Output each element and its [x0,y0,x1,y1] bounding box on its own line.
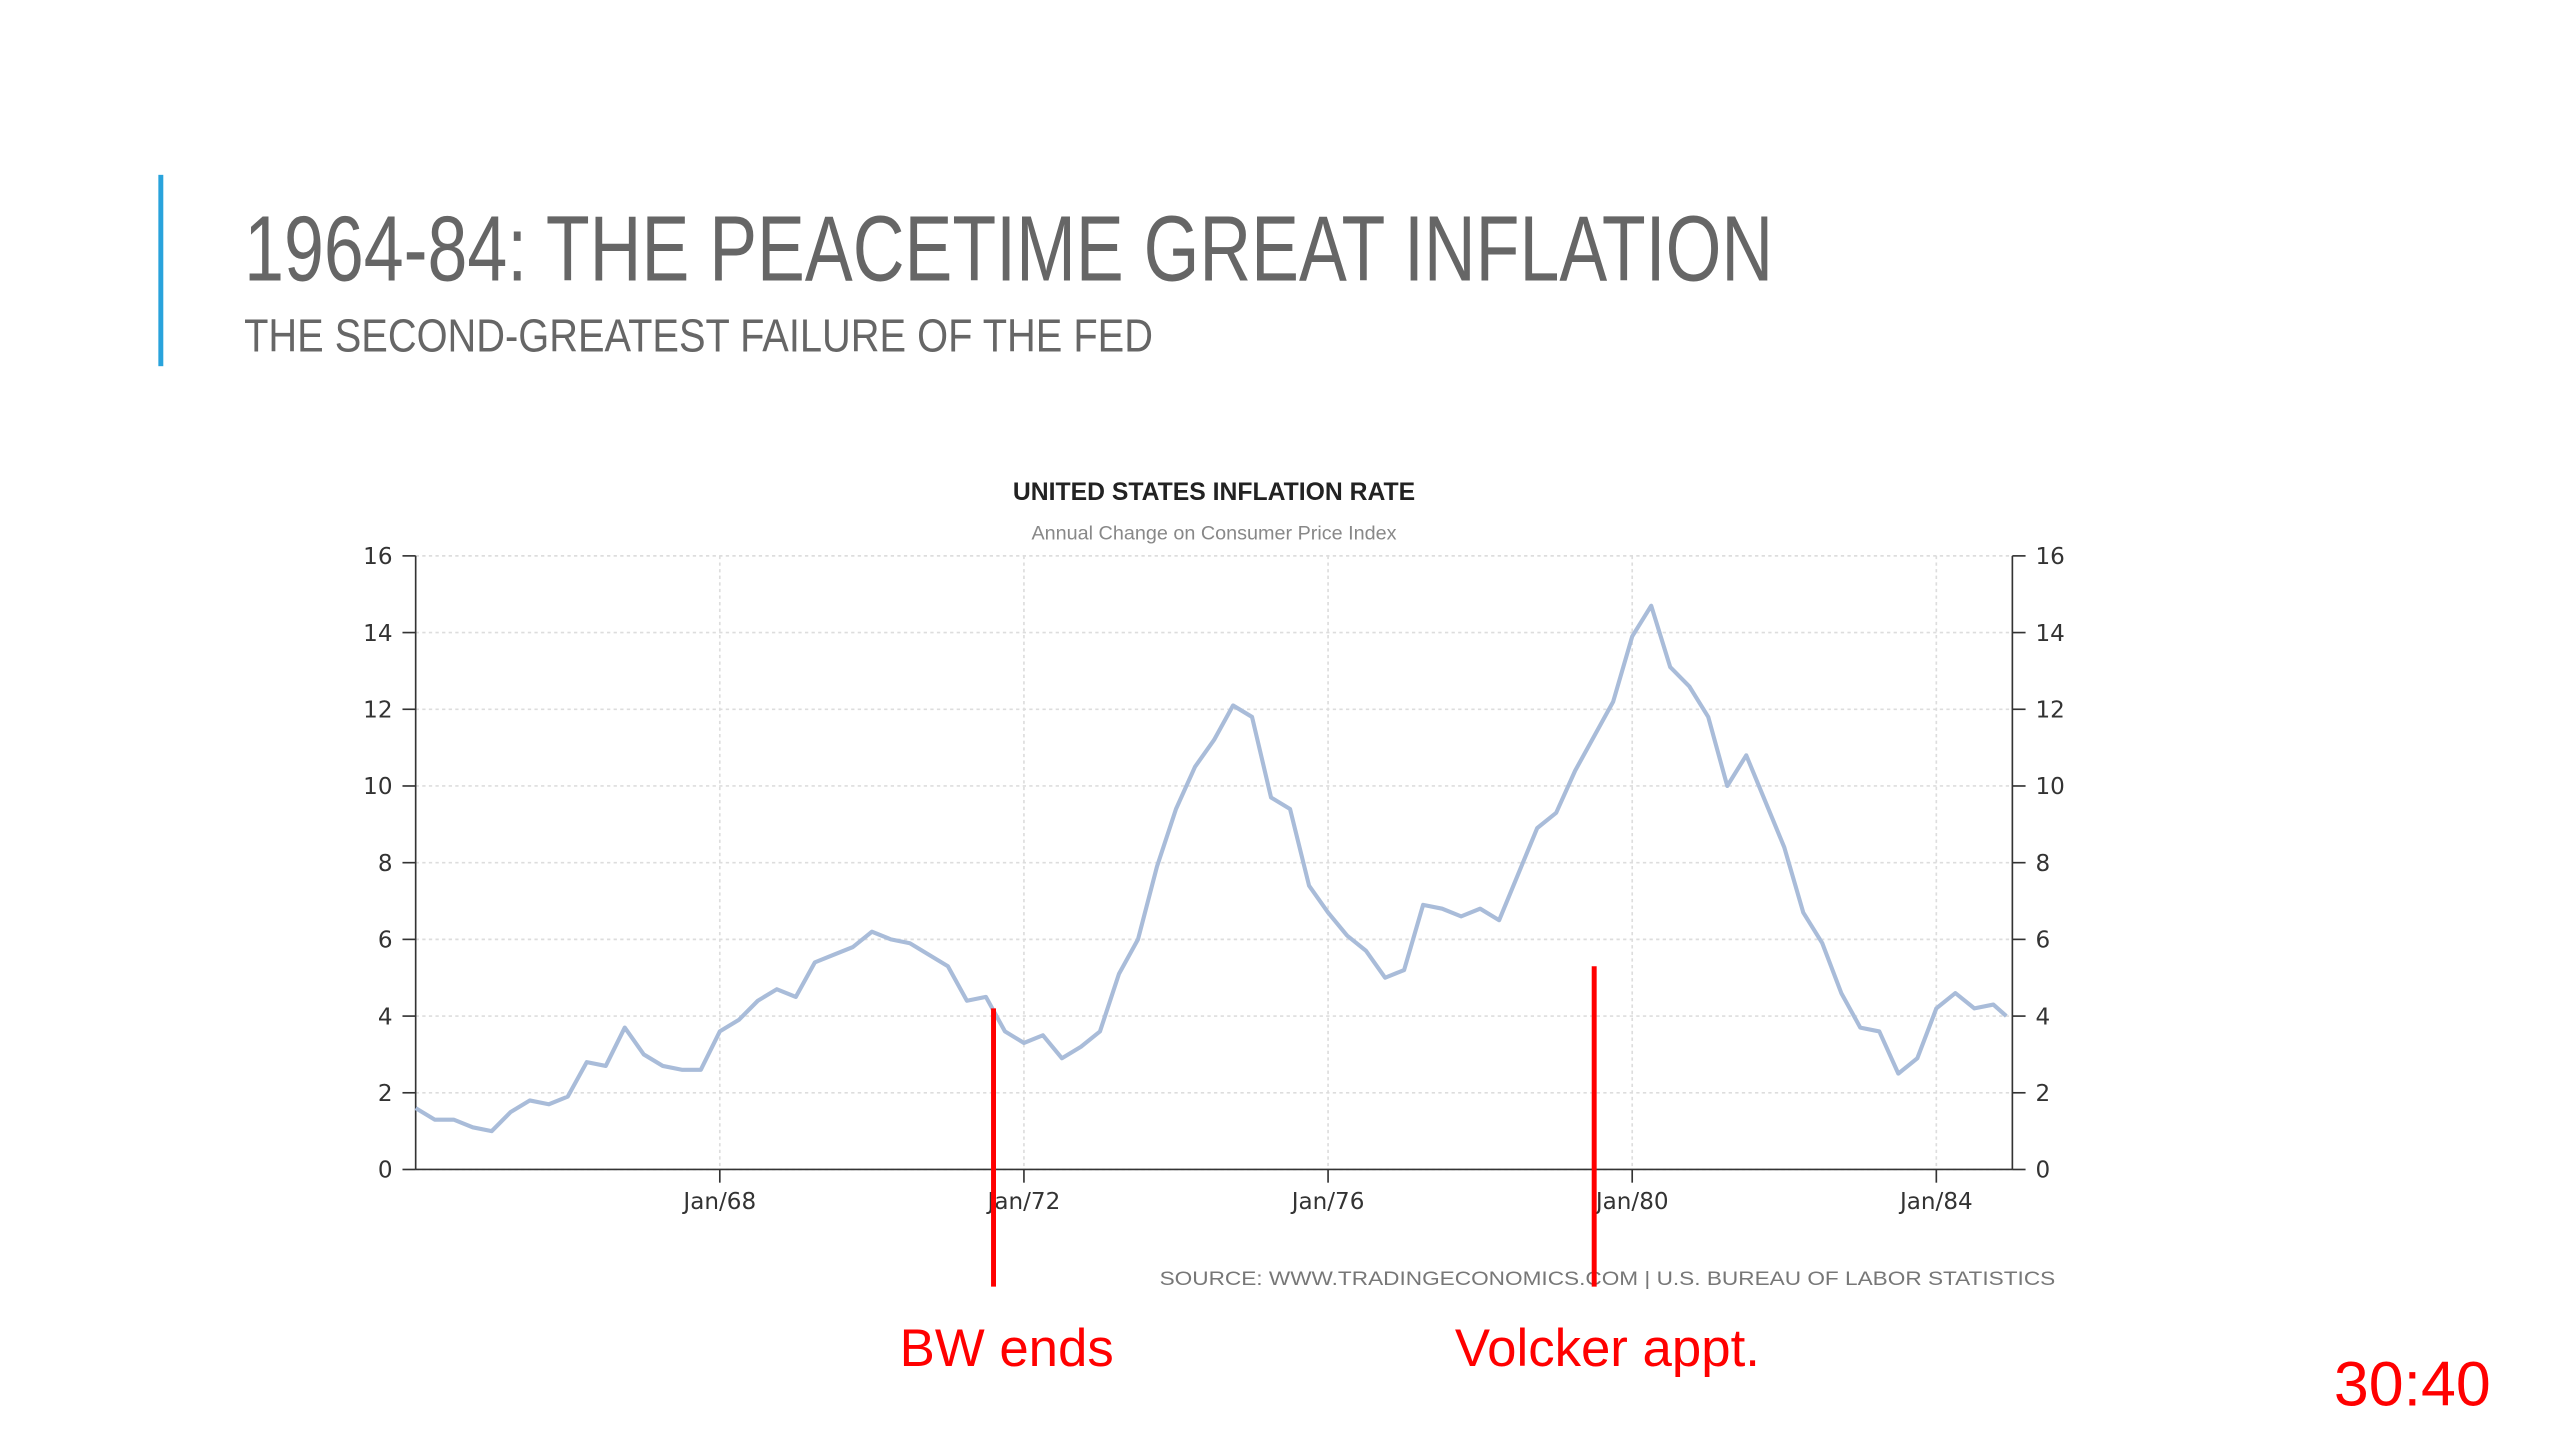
data-line [414,603,2008,1134]
annotation-label: BW ends [900,1319,1114,1378]
x-tick-label: Jan/72 [986,1189,1061,1215]
y2-tick-label: 6 [2035,928,2050,954]
chart-subtitle: Annual Change on Consumer Price Index [1031,522,1396,544]
chart-source: SOURCE: WWW.TRADINGECONOMICS.COM | U.S. … [1160,1269,2056,1290]
y-tick-label: 10 [363,774,392,800]
x-tick-label: Jan/76 [1290,1189,1365,1215]
y2-tick-label: 14 [2035,621,2064,647]
accent-bar [158,174,164,367]
y2-tick-label: 16 [2035,544,2064,570]
y2-tick-label: 2 [2035,1081,2050,1107]
x-tick-label: Jan/84 [1898,1189,1973,1215]
y2-tick-label: 12 [2035,698,2064,724]
timer: 30:40 [2334,1349,2491,1419]
x-tick-label: Jan/80 [1594,1189,1669,1215]
slide-title: 1964-84: THE PEACETIME GREAT INFLATION [244,196,1773,300]
annotation-label: Volcker appt. [1455,1319,1760,1378]
y-tick-label: 0 [378,1158,393,1184]
y2-tick-label: 10 [2035,774,2064,800]
chart-title: UNITED STATES INFLATION RATE [1013,479,1415,506]
y2-tick-label: 0 [2035,1158,2050,1184]
y2-tick-label: 4 [2035,1004,2050,1030]
y-tick-label: 16 [363,544,392,570]
y-tick-label: 12 [363,698,392,724]
y-tick-label: 2 [378,1081,393,1107]
y-tick-label: 4 [378,1004,393,1030]
y-tick-label: 14 [363,621,392,647]
slide-subtitle: THE SECOND-GREATEST FAILURE OF THE FED [244,309,1153,361]
y2-tick-label: 8 [2035,851,2050,877]
x-tick-label: Jan/68 [681,1189,756,1215]
y-tick-label: 6 [378,928,393,954]
y-tick-label: 8 [378,851,393,877]
